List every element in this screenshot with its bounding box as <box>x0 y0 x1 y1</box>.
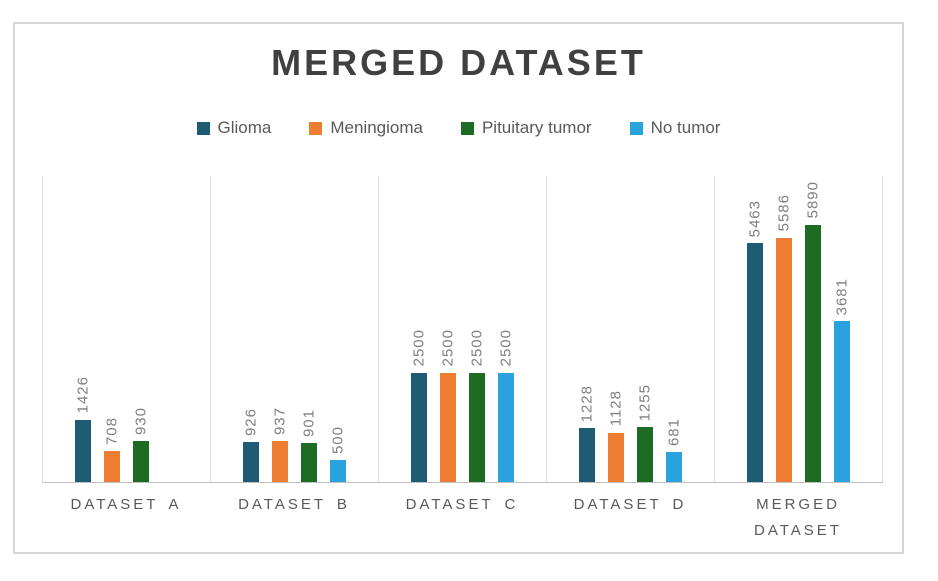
bar-no-tumor-merged-dataset <box>834 321 850 482</box>
category-label-text: DATASET B <box>238 496 350 513</box>
bar-pituitary-tumor-merged-dataset <box>805 224 821 482</box>
bar-slot-meningioma: 1128 <box>607 176 625 482</box>
bar-slot-pituitary-tumor: 901 <box>300 176 318 482</box>
bar-meningioma-dataset-d <box>608 432 624 482</box>
legend-label: No tumor <box>650 118 721 137</box>
bar-slot-no-tumor: 2500 <box>497 176 515 482</box>
bar-value-label: 2500 <box>497 329 515 367</box>
plot-area: 1426 708 930 926 937 901 500 2500 2500 2500 2500 12… <box>42 176 883 483</box>
bar-glioma-merged-dataset <box>747 243 763 482</box>
chart-frame: MERGED DATASET Glioma Meningioma Pituitary… <box>13 22 904 554</box>
bar-value-label: 2500 <box>410 329 428 367</box>
legend-swatch-icon <box>629 121 643 135</box>
bar-glioma-dataset-d <box>579 428 595 482</box>
bar-value-label: 681 <box>665 418 683 447</box>
bar-group-merged-dataset: 5463 5586 5890 3681 <box>715 176 883 482</box>
category-label-text: MERGED DATASET <box>754 496 842 539</box>
bar-slot-meningioma: 5586 <box>775 176 793 482</box>
bar-slot-pituitary-tumor: 5890 <box>804 176 822 482</box>
bar-slot-glioma: 926 <box>242 176 260 482</box>
category-axis: DATASET A DATASET B DATASET C DATASET D MERG… <box>42 492 882 543</box>
bar-value-label: 708 <box>103 417 121 446</box>
category-label-dataset-b: DATASET B <box>210 492 378 543</box>
legend-label: Meningioma <box>330 118 423 137</box>
bar-group-dataset-d: 1228 1128 1255 681 <box>547 176 715 482</box>
legend-swatch-icon <box>309 121 323 135</box>
bar-slot-no-tumor: 681 <box>665 176 683 482</box>
bar-no-tumor-dataset-d <box>666 452 682 482</box>
bar-value-label: 3681 <box>833 277 851 316</box>
legend: Glioma Meningioma Pituitary tumor No tumor <box>15 118 902 138</box>
bar-value-label: 926 <box>242 407 260 436</box>
bar-no-tumor-dataset-c <box>498 372 514 482</box>
bar-group-dataset-b: 926 937 901 500 <box>211 176 379 482</box>
category-label-dataset-a: DATASET A <box>42 492 210 543</box>
bar-pituitary-tumor-dataset-a <box>133 441 149 482</box>
bar-slot-no-tumor <box>162 176 178 482</box>
bar-slot-pituitary-tumor: 1255 <box>636 176 654 482</box>
legend-swatch-icon <box>460 121 474 135</box>
category-label-merged-dataset: MERGED DATASET <box>714 492 882 543</box>
bar-slot-no-tumor: 3681 <box>833 176 851 482</box>
bar-glioma-dataset-a <box>75 419 91 482</box>
category-label-text: DATASET C <box>405 496 519 513</box>
bar-group-dataset-a: 1426 708 930 <box>43 176 211 482</box>
bar-value-label: 901 <box>300 408 318 437</box>
legend-item-no-tumor: No tumor <box>629 118 721 138</box>
category-label-text: DATASET A <box>70 496 182 513</box>
legend-label: Pituitary tumor <box>481 118 592 137</box>
bar-meningioma-dataset-b <box>272 441 288 482</box>
bar-slot-pituitary-tumor: 930 <box>132 176 150 482</box>
bar-value-label: 1128 <box>607 390 625 427</box>
bar-no-tumor-dataset-b <box>330 460 346 482</box>
bar-value-label: 1228 <box>578 384 596 423</box>
bar-meningioma-dataset-a <box>104 451 120 482</box>
bar-glioma-dataset-b <box>243 441 259 482</box>
bar-meningioma-dataset-c <box>440 372 456 482</box>
bar-group-dataset-c: 2500 2500 2500 2500 <box>379 176 547 482</box>
legend-item-pituitary-tumor: Pituitary tumor <box>460 118 592 138</box>
bar-slot-glioma: 1228 <box>578 176 596 482</box>
bar-slot-pituitary-tumor: 2500 <box>468 176 486 482</box>
legend-swatch-icon <box>196 121 210 135</box>
bar-pituitary-tumor-dataset-b <box>301 442 317 482</box>
legend-label: Glioma <box>217 118 272 137</box>
bar-value-label: 937 <box>271 407 289 436</box>
bar-pituitary-tumor-dataset-d <box>637 427 653 482</box>
bar-slot-meningioma: 2500 <box>439 176 457 482</box>
bar-value-label: 500 <box>329 426 347 455</box>
bar-glioma-dataset-c <box>411 372 427 482</box>
bar-slot-no-tumor: 500 <box>329 176 347 482</box>
category-label-text: DATASET D <box>573 496 687 513</box>
bar-slot-meningioma: 708 <box>103 176 121 482</box>
bar-slot-glioma: 1426 <box>74 176 92 482</box>
bar-value-label: 2500 <box>468 329 486 367</box>
bar-value-label: 1426 <box>74 376 92 414</box>
bar-value-label: 5890 <box>804 181 822 219</box>
bar-pituitary-tumor-dataset-c <box>469 372 485 482</box>
bar-value-label: 5463 <box>746 199 764 238</box>
chart-title: MERGED DATASET <box>271 42 646 83</box>
category-label-dataset-d: DATASET D <box>546 492 714 543</box>
bar-value-label: 5586 <box>775 194 793 232</box>
legend-item-meningioma: Meningioma <box>309 118 423 138</box>
bar-slot-glioma: 5463 <box>746 176 764 482</box>
legend-item-glioma: Glioma <box>196 118 272 138</box>
bar-slot-meningioma: 937 <box>271 176 289 482</box>
bar-value-label: 2500 <box>439 329 457 367</box>
bar-value-label: 930 <box>132 407 150 436</box>
bar-slot-glioma: 2500 <box>410 176 428 482</box>
bar-meningioma-merged-dataset <box>776 237 792 482</box>
bar-value-label: 1255 <box>636 383 654 422</box>
category-label-dataset-c: DATASET C <box>378 492 546 543</box>
